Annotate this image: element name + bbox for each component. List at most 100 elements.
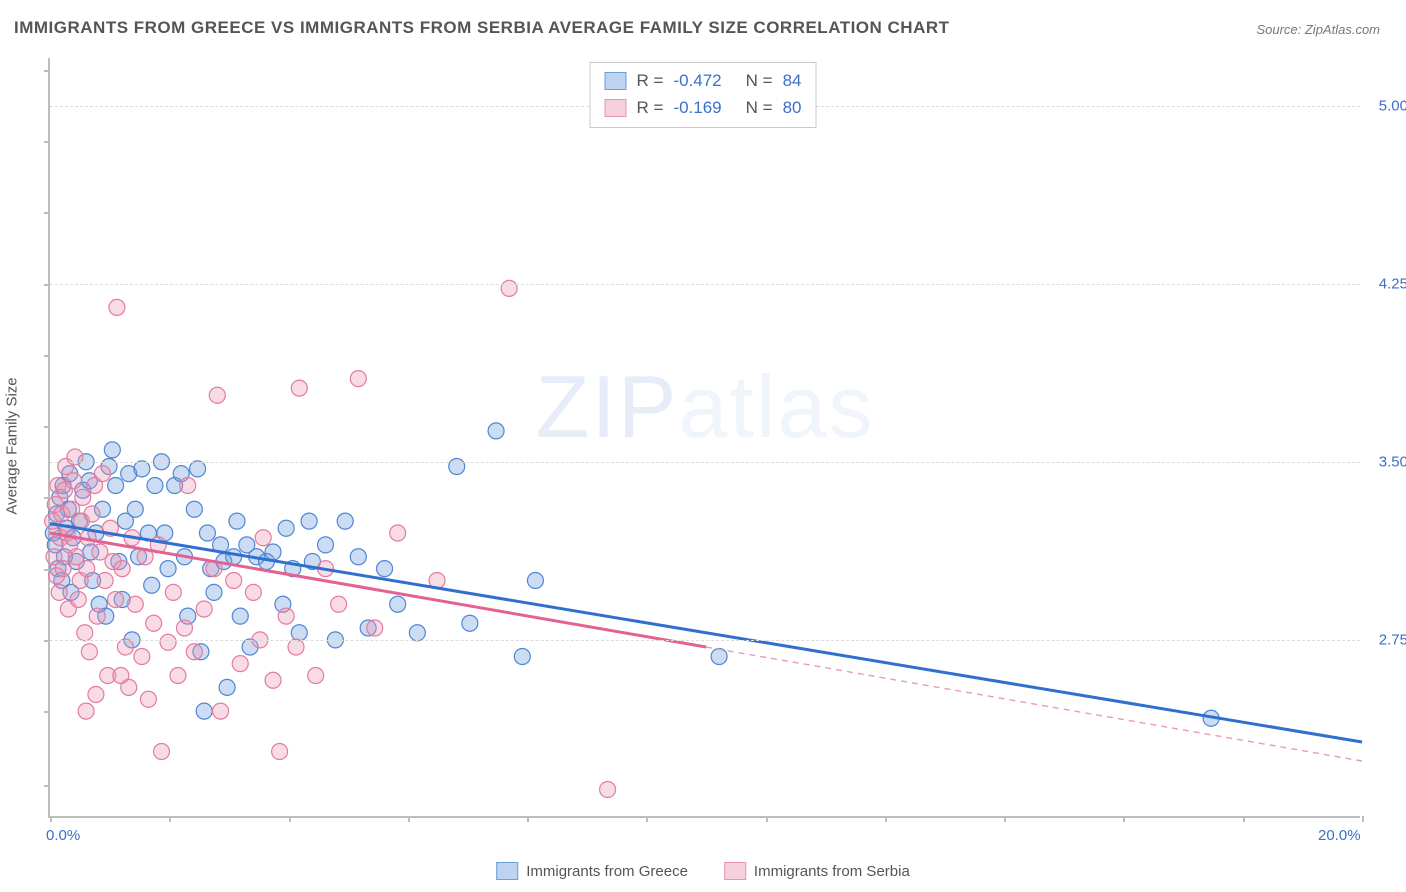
- data-point: [245, 584, 261, 600]
- series-legend: Immigrants from Greece Immigrants from Se…: [496, 862, 910, 880]
- data-point: [209, 387, 225, 403]
- legend-r-value: -0.472: [673, 67, 721, 94]
- data-point: [84, 506, 100, 522]
- legend-correlation-row: R = -0.169N = 80: [605, 94, 802, 121]
- legend-swatch: [496, 862, 518, 880]
- data-point: [367, 620, 383, 636]
- scatter-plot-svg: [50, 58, 1360, 816]
- data-point: [318, 537, 334, 553]
- legend-n-label: N =: [746, 67, 773, 94]
- y-minor-tick: [44, 212, 50, 214]
- data-point: [265, 544, 281, 560]
- data-point: [165, 584, 181, 600]
- data-point: [170, 668, 186, 684]
- data-point: [146, 615, 162, 631]
- y-minor-tick: [44, 70, 50, 72]
- data-point: [278, 520, 294, 536]
- data-point: [308, 668, 324, 684]
- data-point: [390, 596, 406, 612]
- chart-area: ZIPatlas 2.753.504.255.000.0%20.0%: [48, 58, 1360, 818]
- data-point: [104, 442, 120, 458]
- data-point: [144, 577, 160, 593]
- data-point: [186, 644, 202, 660]
- x-minor-tick: [766, 816, 768, 822]
- y-minor-tick: [44, 141, 50, 143]
- data-point: [488, 423, 504, 439]
- data-point: [291, 625, 307, 641]
- data-point: [88, 687, 104, 703]
- legend-n-label: N =: [746, 94, 773, 121]
- data-point: [97, 573, 113, 589]
- data-point: [108, 478, 124, 494]
- data-point: [114, 561, 130, 577]
- chart-title: IMMIGRANTS FROM GREECE VS IMMIGRANTS FRO…: [14, 18, 950, 38]
- data-point: [350, 371, 366, 387]
- legend-r-label: R =: [637, 94, 664, 121]
- data-point: [55, 561, 71, 577]
- legend-n-value: 80: [783, 94, 802, 121]
- x-minor-tick: [885, 816, 887, 822]
- data-point: [514, 649, 530, 665]
- data-point: [180, 478, 196, 494]
- data-point: [79, 561, 95, 577]
- data-point: [70, 592, 86, 608]
- y-minor-tick: [44, 284, 50, 286]
- x-minor-tick: [169, 816, 171, 822]
- correlation-legend: R = -0.472N = 84R = -0.169N = 80: [590, 62, 817, 128]
- data-point: [206, 584, 222, 600]
- data-point: [89, 608, 105, 624]
- data-point: [331, 596, 347, 612]
- legend-swatch: [605, 99, 627, 117]
- x-minor-tick: [646, 816, 648, 822]
- data-point: [226, 573, 242, 589]
- data-point: [232, 656, 248, 672]
- data-point: [350, 549, 366, 565]
- data-point: [301, 513, 317, 529]
- data-point: [108, 592, 124, 608]
- data-point: [462, 615, 478, 631]
- trend-line-extension: [706, 647, 1362, 761]
- x-tick-label: 20.0%: [1318, 827, 1361, 844]
- y-tick-label: 3.50: [1379, 453, 1406, 470]
- data-point: [226, 549, 242, 565]
- y-minor-tick: [44, 426, 50, 428]
- legend-series-item: Immigrants from Serbia: [724, 862, 910, 880]
- data-point: [81, 644, 97, 660]
- data-point: [127, 596, 143, 612]
- data-point: [78, 703, 94, 719]
- data-point: [117, 639, 133, 655]
- data-point: [94, 466, 110, 482]
- trend-line: [50, 524, 1362, 743]
- data-point: [390, 525, 406, 541]
- data-point: [255, 530, 271, 546]
- data-point: [113, 668, 129, 684]
- data-point: [409, 625, 425, 641]
- data-point: [190, 461, 206, 477]
- x-minor-tick: [1243, 816, 1245, 822]
- y-minor-tick: [44, 640, 50, 642]
- y-minor-tick: [44, 497, 50, 499]
- data-point: [77, 625, 93, 641]
- data-point: [377, 561, 393, 577]
- x-minor-tick: [1362, 816, 1364, 822]
- legend-correlation-row: R = -0.472N = 84: [605, 67, 802, 94]
- y-minor-tick: [44, 569, 50, 571]
- y-tick-label: 4.25: [1379, 275, 1406, 292]
- data-point: [229, 513, 245, 529]
- data-point: [160, 561, 176, 577]
- data-point: [337, 513, 353, 529]
- data-point: [176, 620, 192, 636]
- data-point: [147, 478, 163, 494]
- x-minor-tick: [289, 816, 291, 822]
- data-point: [75, 489, 91, 505]
- x-minor-tick: [1004, 816, 1006, 822]
- data-point: [272, 744, 288, 760]
- data-point: [160, 634, 176, 650]
- data-point: [219, 679, 235, 695]
- x-minor-tick: [1123, 816, 1125, 822]
- data-point: [288, 639, 304, 655]
- data-point: [265, 672, 281, 688]
- data-point: [711, 649, 727, 665]
- legend-series-item: Immigrants from Greece: [496, 862, 688, 880]
- gridline: [50, 640, 1360, 641]
